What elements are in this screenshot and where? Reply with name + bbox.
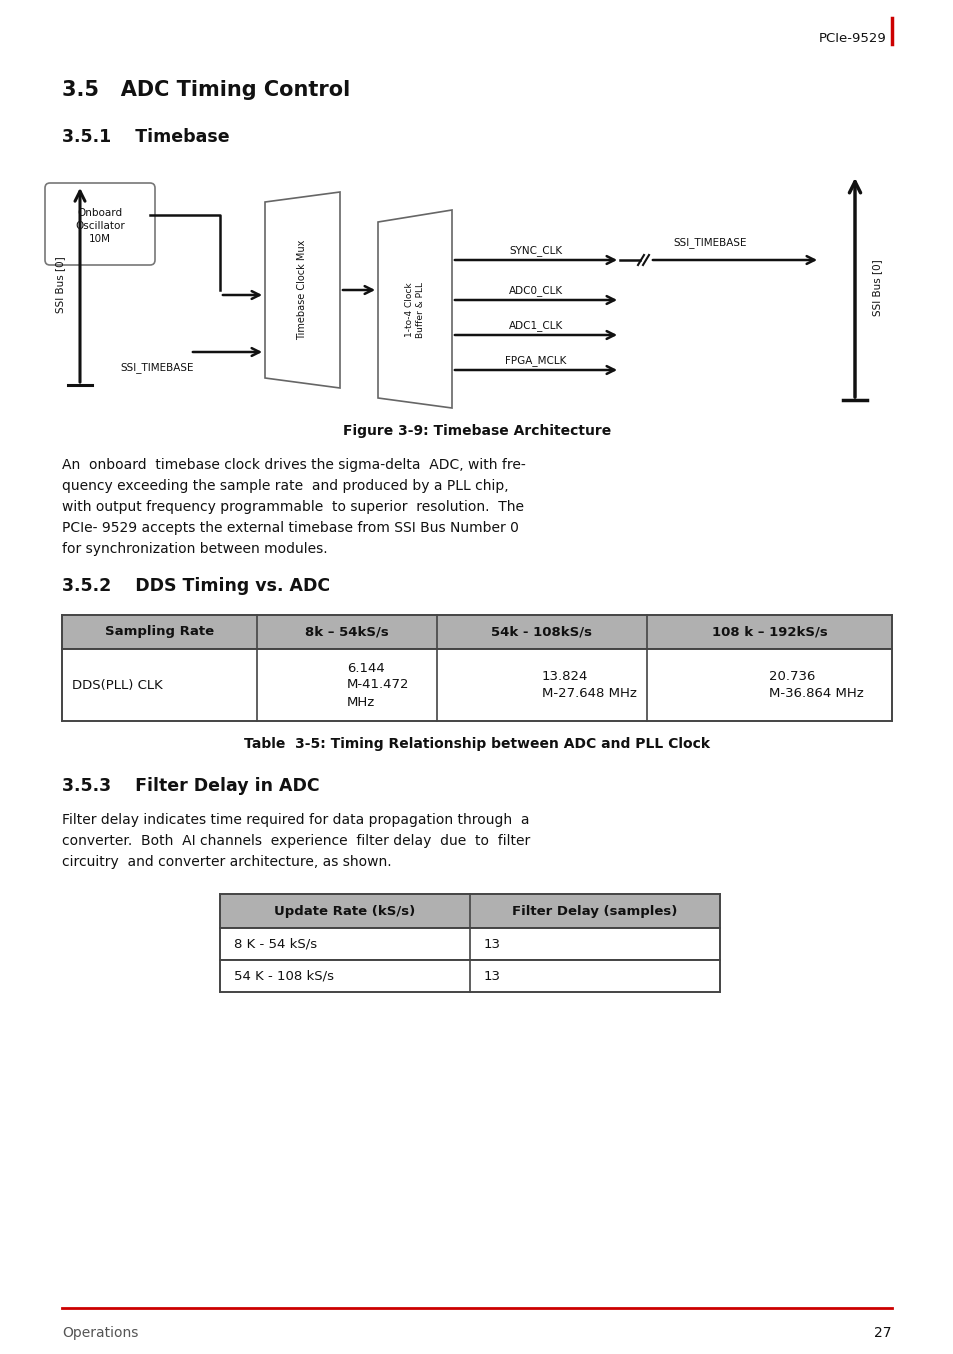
Text: 20.736
M-36.864 MHz: 20.736 M-36.864 MHz: [769, 670, 863, 700]
Text: 3.5.3    Filter Delay in ADC: 3.5.3 Filter Delay in ADC: [62, 777, 319, 795]
Text: 13.824
M-27.648 MHz: 13.824 M-27.648 MHz: [541, 670, 637, 700]
Text: for synchronization between modules.: for synchronization between modules.: [62, 542, 327, 556]
Text: Filter Delay (samples): Filter Delay (samples): [512, 904, 677, 918]
Polygon shape: [265, 192, 339, 389]
Text: 3.5   ADC Timing Control: 3.5 ADC Timing Control: [62, 80, 350, 100]
Text: with output frequency programmable  to superior  resolution.  The: with output frequency programmable to su…: [62, 500, 523, 515]
Text: An  onboard  timebase clock drives the sigma-delta  ADC, with fre-: An onboard timebase clock drives the sig…: [62, 458, 525, 473]
Text: Operations: Operations: [62, 1326, 138, 1340]
Bar: [220, 960, 720, 992]
Bar: [220, 894, 720, 927]
Text: Table  3-5: Timing Relationship between ADC and PLL Clock: Table 3-5: Timing Relationship between A…: [244, 737, 709, 751]
Text: Timebase Clock Mux: Timebase Clock Mux: [297, 240, 307, 340]
Text: 8k – 54kS/s: 8k – 54kS/s: [305, 626, 389, 639]
Text: 3.5.2    DDS Timing vs. ADC: 3.5.2 DDS Timing vs. ADC: [62, 577, 330, 594]
Text: PCIe-9529: PCIe-9529: [819, 32, 886, 45]
Bar: [62, 649, 891, 720]
Text: 13: 13: [483, 969, 500, 983]
Text: PCIe- 9529 accepts the external timebase from SSI Bus Number 0: PCIe- 9529 accepts the external timebase…: [62, 521, 518, 535]
Text: ADC0_CLK: ADC0_CLK: [508, 286, 562, 297]
Text: 1-to-4 Clock
Buffer & PLL: 1-to-4 Clock Buffer & PLL: [404, 282, 425, 338]
Text: ADC1_CLK: ADC1_CLK: [508, 320, 562, 330]
FancyBboxPatch shape: [45, 183, 154, 265]
Text: circuitry  and converter architecture, as shown.: circuitry and converter architecture, as…: [62, 854, 392, 869]
Text: SSI Bus [0]: SSI Bus [0]: [55, 257, 65, 313]
Text: SYNC_CLK: SYNC_CLK: [509, 245, 562, 256]
Text: 108 k – 192kS/s: 108 k – 192kS/s: [711, 626, 826, 639]
Text: quency exceeding the sample rate  and produced by a PLL chip,: quency exceeding the sample rate and pro…: [62, 479, 508, 493]
Text: FPGA_MCLK: FPGA_MCLK: [505, 355, 566, 366]
Polygon shape: [377, 210, 452, 408]
Text: Update Rate (kS/s): Update Rate (kS/s): [274, 904, 416, 918]
Text: SSI_TIMEBASE: SSI_TIMEBASE: [673, 237, 746, 248]
Text: converter.  Both  AI channels  experience  filter delay  due  to  filter: converter. Both AI channels experience f…: [62, 834, 530, 848]
Text: 8 K - 54 kS/s: 8 K - 54 kS/s: [233, 937, 316, 951]
Text: 54 K - 108 kS/s: 54 K - 108 kS/s: [233, 969, 334, 983]
Text: Sampling Rate: Sampling Rate: [105, 626, 213, 639]
Text: SSI_TIMEBASE: SSI_TIMEBASE: [120, 362, 193, 372]
Text: Onboard
Oscillator
10M: Onboard Oscillator 10M: [75, 207, 125, 244]
Text: Filter delay indicates time required for data propagation through  a: Filter delay indicates time required for…: [62, 812, 529, 827]
Text: 13: 13: [483, 937, 500, 951]
Bar: [220, 927, 720, 960]
Bar: [62, 615, 891, 649]
Text: 54k - 108kS/s: 54k - 108kS/s: [491, 626, 592, 639]
Text: 6.144
M-41.472
MHz: 6.144 M-41.472 MHz: [347, 662, 409, 708]
Text: Figure 3-9: Timebase Architecture: Figure 3-9: Timebase Architecture: [342, 424, 611, 437]
Text: DDS(PLL) CLK: DDS(PLL) CLK: [71, 678, 163, 692]
Text: 3.5.1    Timebase: 3.5.1 Timebase: [62, 129, 230, 146]
Text: SSI Bus [0]: SSI Bus [0]: [871, 260, 882, 317]
Text: 27: 27: [874, 1326, 891, 1340]
